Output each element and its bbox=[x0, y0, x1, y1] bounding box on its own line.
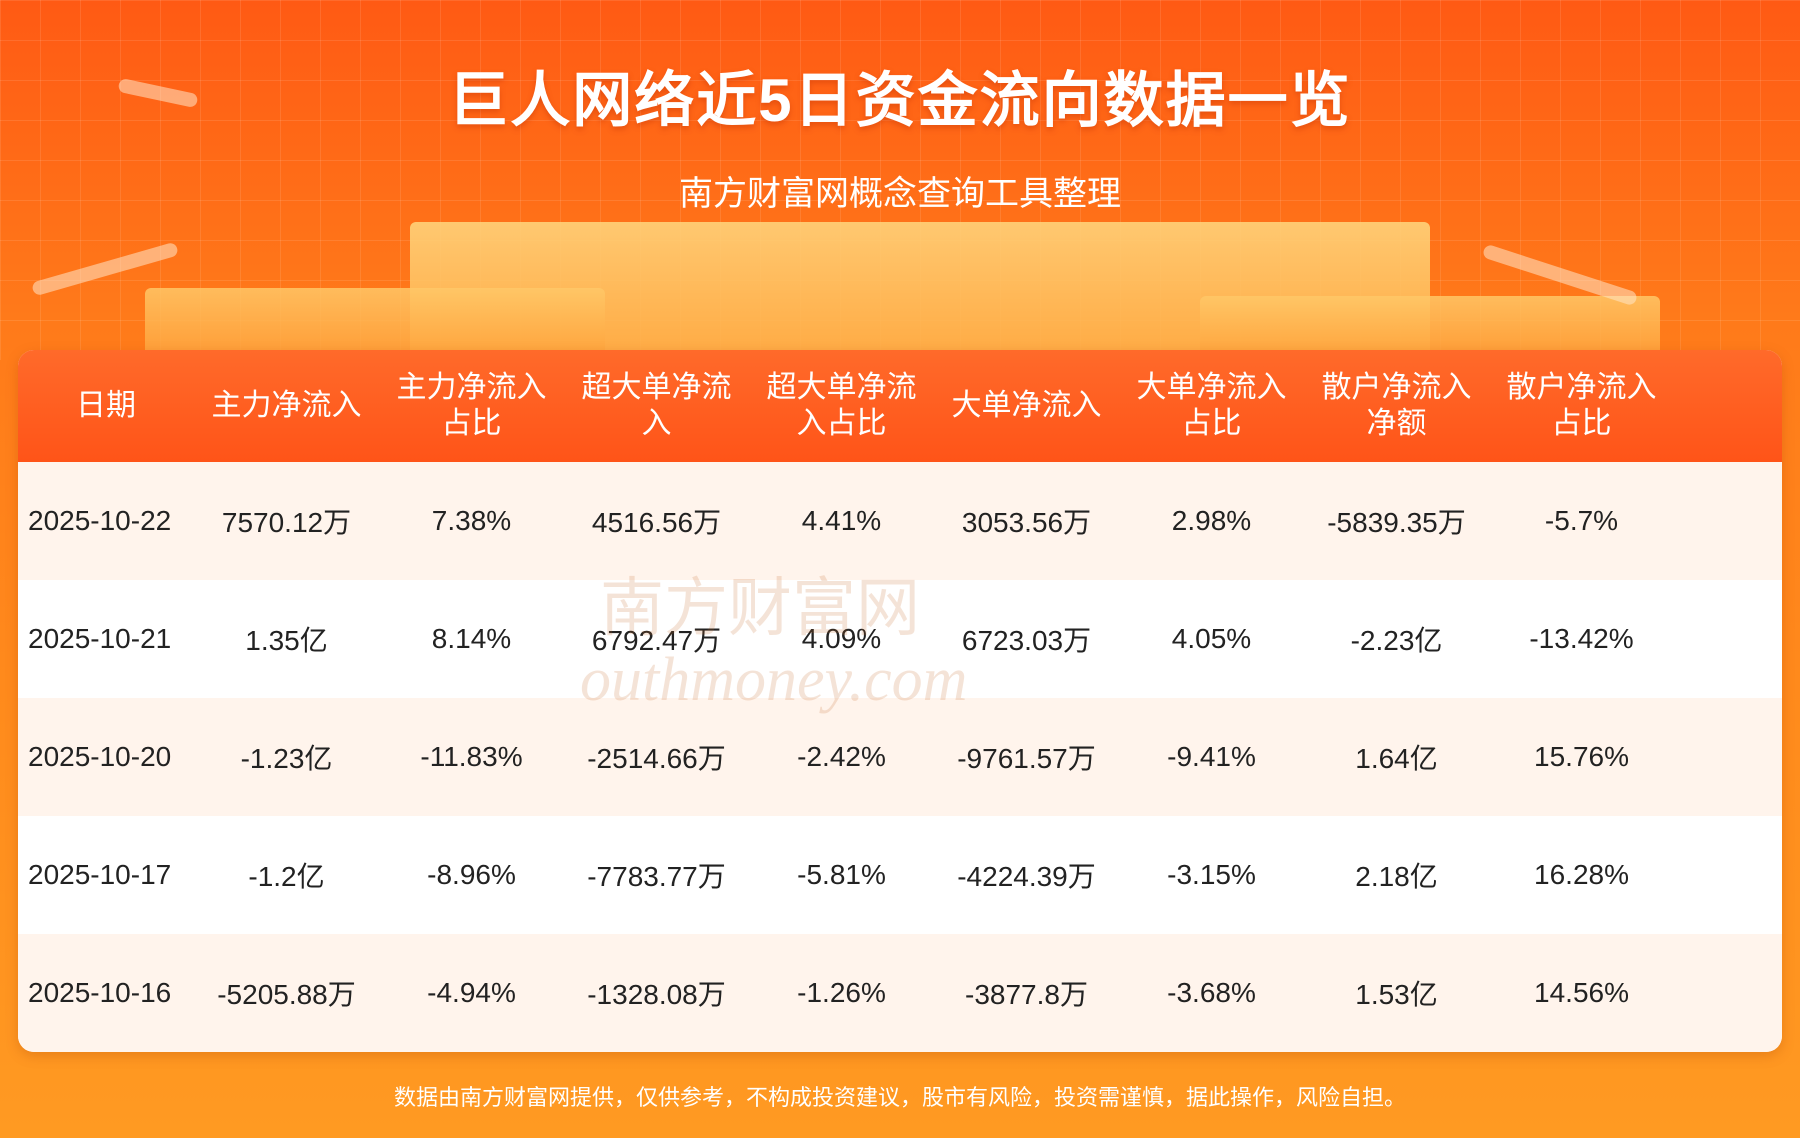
value-cell: -1.23亿 bbox=[240, 743, 333, 774]
value-cell: 14.56% bbox=[1534, 977, 1629, 1008]
table-row: 2025-10-17 -1.2亿 -8.96% -7783.77万 -5.81% -422… bbox=[18, 816, 1782, 934]
value-cell: -1328.08万 bbox=[587, 979, 726, 1010]
column-header: 散户净流入净额 bbox=[1321, 371, 1472, 440]
value-cell: -5.7% bbox=[1544, 505, 1619, 536]
value-cell: -5839.35万 bbox=[1327, 507, 1466, 538]
value-cell: -11.83% bbox=[420, 741, 523, 772]
value-cell: 6723.03万 bbox=[961, 625, 1092, 656]
page-subtitle: 南方财富网概念查询工具整理 bbox=[679, 175, 1121, 213]
value-cell: -5205.88万 bbox=[217, 979, 356, 1010]
value-cell: -8.96% bbox=[427, 859, 516, 890]
page-title: 巨人网络近5日资金流向数据一览 bbox=[448, 67, 1352, 134]
value-cell: -1.2亿 bbox=[248, 861, 325, 892]
value-cell: 4516.56万 bbox=[591, 507, 722, 538]
value-cell: 2.98% bbox=[1171, 505, 1252, 536]
value-cell: 1.35亿 bbox=[245, 625, 328, 656]
value-cell: 4.09% bbox=[801, 623, 882, 654]
column-header: 主力净流入 bbox=[211, 389, 362, 422]
table-row: 2025-10-22 7570.12万 7.38% 4516.56万 4.41% 3053… bbox=[18, 462, 1782, 580]
value-cell: 7570.12万 bbox=[221, 507, 352, 538]
value-cell: -3877.8万 bbox=[965, 979, 1088, 1010]
date-cell: 2025-10-16 bbox=[28, 977, 172, 1008]
column-header: 日期 bbox=[76, 389, 136, 422]
value-cell: -3.68% bbox=[1167, 977, 1256, 1008]
column-header: 超大单净流入 bbox=[581, 371, 732, 440]
value-cell: 3053.56万 bbox=[961, 507, 1092, 538]
value-cell: 7.38% bbox=[431, 505, 512, 536]
table-row: 2025-10-16 -5205.88万 -4.94% -1328.08万 -1.26%… bbox=[18, 934, 1782, 1052]
date-cell: 2025-10-21 bbox=[28, 623, 172, 654]
column-header: 大单净流入占比 bbox=[1136, 371, 1287, 440]
value-cell: 1.53亿 bbox=[1355, 979, 1438, 1010]
value-cell: 2.18亿 bbox=[1355, 861, 1438, 892]
date-cell: 2025-10-22 bbox=[28, 505, 172, 536]
value-cell: 4.41% bbox=[801, 505, 882, 536]
value-cell: -9761.57万 bbox=[957, 743, 1096, 774]
value-cell: 16.28% bbox=[1534, 859, 1629, 890]
value-cell: -9.41% bbox=[1167, 741, 1256, 772]
value-cell: -13.42% bbox=[1529, 623, 1634, 654]
table-row: 2025-10-20 -1.23亿 -11.83% -2514.66万 -2.42% -9… bbox=[18, 698, 1782, 816]
table-row: 2025-10-21 1.35亿 8.14% 6792.47万 4.09% 6723.03… bbox=[18, 580, 1782, 698]
table-header-row: 日期 主力净流入 主力净流入占比 超大单净流入 超大单净流入占比 大单净流入 大单净流入占比… bbox=[18, 350, 1782, 462]
decor-stage-left bbox=[145, 288, 605, 358]
value-cell: -1.26% bbox=[797, 977, 886, 1008]
column-header: 主力净流入占比 bbox=[396, 371, 547, 440]
value-cell: 1.64亿 bbox=[1355, 743, 1438, 774]
date-cell: 2025-10-20 bbox=[28, 741, 172, 772]
value-cell: -2.23亿 bbox=[1350, 625, 1443, 656]
value-cell: -7783.77万 bbox=[587, 861, 726, 892]
table-body: 2025-10-22 7570.12万 7.38% 4516.56万 4.41% 3053… bbox=[18, 462, 1782, 1052]
date-cell: 2025-10-17 bbox=[28, 859, 172, 890]
fund-flow-table: 日期 主力净流入 主力净流入占比 超大单净流入 超大单净流入占比 大单净流入 大单净流入占比… bbox=[18, 350, 1782, 1052]
value-cell: 15.76% bbox=[1534, 741, 1629, 772]
footer-disclaimer: 数据由南方财富网提供，仅供参考，不构成投资建议，股市有风险，投资需谨慎，据此操作… bbox=[393, 1085, 1406, 1110]
column-header: 散户净流入占比 bbox=[1506, 371, 1657, 440]
value-cell: 8.14% bbox=[431, 623, 512, 654]
decor-stage-right bbox=[1200, 296, 1660, 358]
value-cell: -2.42% bbox=[797, 741, 886, 772]
value-cell: -2514.66万 bbox=[587, 743, 726, 774]
value-cell: -4.94% bbox=[427, 977, 516, 1008]
value-cell: -5.81% bbox=[797, 859, 886, 890]
value-cell: -4224.39万 bbox=[957, 861, 1096, 892]
column-header: 大单净流入 bbox=[951, 389, 1102, 422]
value-cell: 4.05% bbox=[1171, 623, 1252, 654]
column-header: 超大单净流入占比 bbox=[766, 371, 917, 440]
value-cell: -3.15% bbox=[1167, 859, 1256, 890]
value-cell: 6792.47万 bbox=[591, 625, 722, 656]
